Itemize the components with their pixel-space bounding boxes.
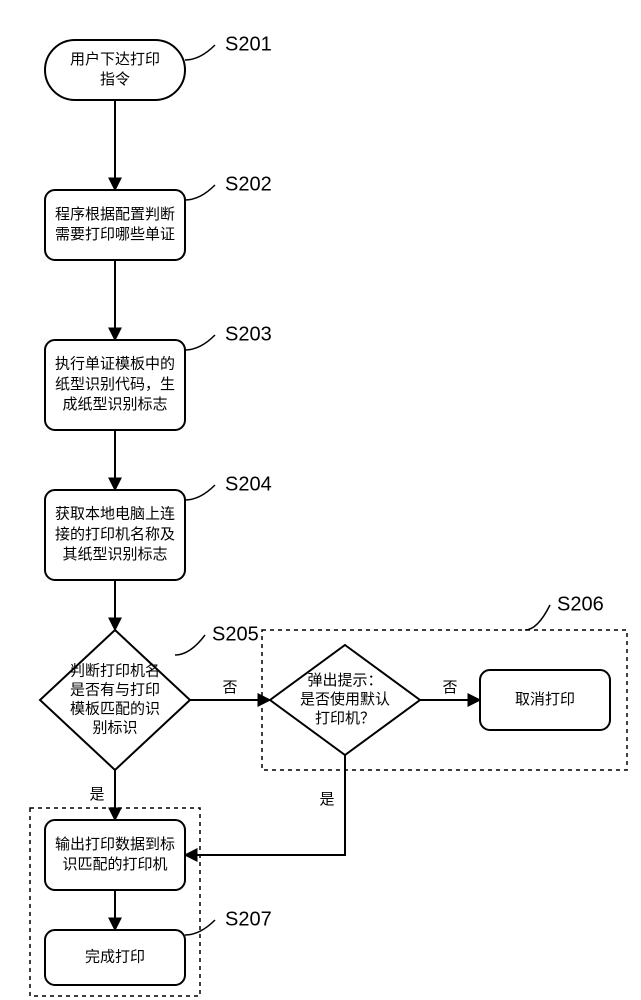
node-n6-line2: 打印机？: [315, 710, 375, 727]
lead-s205: [175, 635, 205, 655]
node-n5-line2: 模板匹配的识: [70, 699, 160, 717]
label-s202: S202: [225, 173, 272, 195]
node-n2-line0: 程序根据配置判断: [55, 206, 175, 223]
node-n7-line0: 取消打印: [515, 691, 575, 708]
edge-label-6: 是: [89, 786, 104, 803]
node-n6-line1: 是否使用默认: [300, 691, 390, 708]
lead-s203: [185, 335, 215, 350]
node-n5-line1: 是否有与打印: [70, 682, 160, 699]
node-n6-line0: 弹出提示：: [307, 672, 382, 689]
node-n8: [45, 820, 185, 890]
label-s206: S206: [557, 593, 604, 615]
node-n8-line1: 识匹配的打印机: [62, 856, 167, 873]
flowchart-canvas: 否 否是 是 用户下达打印指令程序根据配置判断需要打印哪些单证执行单证模板中的纸型识别…: [0, 0, 641, 1000]
node-n1: [45, 40, 185, 100]
node-n5-line0: 判断打印机名: [70, 663, 160, 680]
node-n4-line1: 接的打印机名称及: [55, 526, 175, 543]
edge-label-5: 否: [442, 679, 457, 696]
label-s201: S201: [225, 33, 272, 55]
node-n1-line0: 用户下达打印: [70, 51, 160, 68]
edge-label-7: 是: [319, 791, 334, 808]
node-n2: [45, 190, 185, 260]
label-s207: S207: [225, 908, 272, 930]
lead-s206: [525, 605, 550, 630]
lead-s204: [185, 485, 215, 500]
node-n3-line2: 成纸型识别标志: [62, 396, 167, 413]
node-n8-line0: 输出打印数据到标: [55, 836, 175, 853]
node-n4-line0: 获取本地电脑上连: [55, 506, 175, 523]
node-n3-line1: 纸型识别代码，生: [55, 376, 175, 393]
label-s204: S204: [225, 473, 272, 495]
node-n4-line2: 其纸型识别标志: [62, 546, 167, 563]
node-n9-line0: 完成打印: [85, 948, 145, 965]
label-s203: S203: [225, 323, 272, 345]
node-n1-line1: 指令: [100, 71, 130, 88]
node-n5-line3: 别标识: [92, 719, 137, 736]
lead-s201: [185, 45, 215, 60]
edge-label-4: 否: [222, 679, 237, 696]
node-n2-line1: 需要打印哪些单证: [55, 226, 175, 243]
lead-s202: [185, 185, 215, 200]
node-n3-line0: 执行单证模板中的: [55, 355, 175, 373]
label-s205: S205: [212, 623, 259, 645]
